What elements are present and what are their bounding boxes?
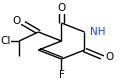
Text: Cl: Cl — [0, 36, 10, 46]
Text: O: O — [105, 52, 113, 62]
Text: F: F — [58, 70, 64, 80]
Text: O: O — [12, 16, 20, 26]
Text: NH: NH — [90, 27, 105, 37]
Text: O: O — [57, 3, 66, 13]
